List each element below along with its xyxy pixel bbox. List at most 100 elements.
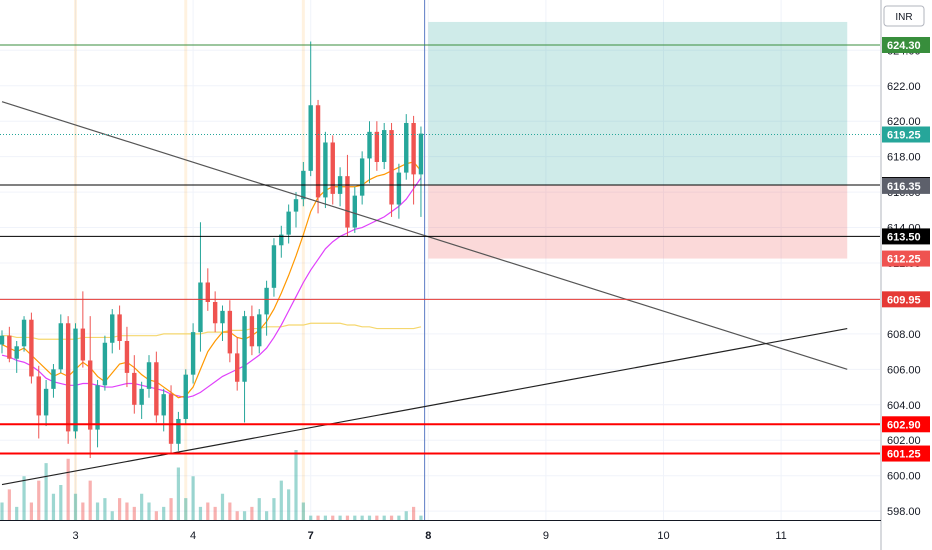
price-tag-box (882, 177, 930, 194)
candle (418, 126, 424, 217)
price-tag: 616.35 (882, 177, 930, 194)
volume-bar (235, 511, 239, 520)
price-tag: 619.25 (882, 126, 930, 143)
volume-bar (51, 493, 56, 520)
price-tag: 609.95 (882, 291, 930, 308)
candle-body (308, 105, 313, 171)
candle-body (382, 130, 387, 162)
candle-body (29, 319, 34, 377)
candle (411, 115, 416, 205)
ma-long-line (2, 322, 422, 340)
candle (308, 41, 313, 177)
candle (168, 385, 174, 453)
volume-bar (37, 480, 41, 520)
candle-body (139, 388, 144, 405)
trendlines[interactable] (1, 0, 848, 520)
session-marker (184, 0, 188, 520)
target-zone[interactable] (428, 21, 848, 186)
candle (51, 364, 56, 398)
volume-bar (162, 506, 166, 520)
candle-body (36, 376, 41, 416)
candle-body (205, 282, 210, 302)
horizontal-lines[interactable] (0, 44, 880, 455)
candle-body (43, 388, 49, 416)
volume-bar (125, 502, 129, 520)
price-tick-label: 620.00 (887, 116, 921, 128)
candle (102, 335, 108, 391)
candle-body (58, 323, 63, 370)
candle (337, 167, 343, 207)
volume-bar (29, 502, 33, 520)
candle (242, 310, 247, 423)
volume-bar (184, 498, 188, 520)
volume-bar (265, 511, 269, 520)
price-axis[interactable]: 598.00600.00602.00604.00606.00608.00610.… (880, 0, 921, 550)
candle-body (0, 335, 5, 345)
volume-bar (220, 493, 225, 520)
volume-bar (397, 515, 401, 520)
volume-bar (213, 506, 217, 520)
candle-body (176, 418, 181, 444)
volume-bar (353, 515, 357, 520)
volume-bar (323, 515, 327, 520)
currency-badge[interactable]: INR (883, 5, 925, 27)
candle-body (359, 158, 365, 196)
price-tag-box (882, 228, 930, 245)
price-tag-box (882, 250, 930, 267)
time-tick-label: 7 (308, 530, 314, 542)
price-tag-label: 616.35 (887, 181, 921, 193)
candle (345, 154, 350, 237)
candle-body (95, 385, 100, 430)
candle (0, 330, 5, 354)
candle-body (235, 353, 240, 382)
trendline[interactable] (1, 327, 848, 486)
candle (117, 305, 122, 350)
candle-body (330, 142, 335, 194)
candle-body (21, 319, 27, 347)
volume-bar (118, 498, 122, 520)
candle-body (396, 172, 402, 205)
trendline[interactable] (1, 101, 848, 370)
price-tag: 624.30 (882, 36, 930, 53)
price-tag: 612.25 (882, 250, 930, 267)
currency-badge-box[interactable] (883, 5, 925, 27)
position-zones[interactable] (428, 21, 848, 259)
time-axis[interactable]: 3 4 7 8 9 10 11 (0, 520, 881, 543)
candle (404, 114, 409, 180)
volume-bar (287, 489, 291, 520)
price-tag-box (882, 416, 930, 433)
time-tick-label: 8 (425, 530, 431, 542)
candle (367, 121, 372, 184)
candle (154, 351, 159, 423)
stop-zone[interactable] (428, 185, 848, 259)
candle (382, 122, 387, 170)
price-tag: 601.25 (882, 445, 930, 462)
volume-bar (81, 502, 85, 520)
candle (43, 379, 49, 427)
candle-body (257, 314, 262, 347)
volume-bar (169, 498, 173, 520)
volume-bar (360, 515, 364, 520)
volume-bar (375, 515, 379, 520)
volume-bar (345, 515, 350, 520)
volume-bar (331, 515, 335, 520)
candle-body (293, 199, 299, 212)
volume-bar (412, 506, 416, 520)
ma-fast-line (1, 161, 422, 399)
candle-body (389, 130, 394, 205)
candles (0, 41, 424, 458)
candle (279, 225, 284, 258)
session-marker (301, 0, 305, 520)
price-tick-label: 600.00 (887, 471, 921, 483)
session-marker (74, 0, 77, 520)
candle-body (418, 133, 424, 175)
volume-bar (44, 463, 48, 520)
time-tick-label: 9 (543, 530, 549, 542)
candle-body (212, 301, 218, 324)
candle-body (102, 342, 108, 386)
candle (330, 135, 335, 205)
price-tags: 624.30619.25616.40616.35613.50612.25609.… (882, 36, 930, 462)
volume-bar (228, 502, 232, 520)
candle-body (51, 369, 56, 389)
